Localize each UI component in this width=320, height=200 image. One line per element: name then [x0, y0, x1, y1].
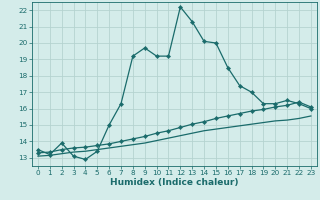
X-axis label: Humidex (Indice chaleur): Humidex (Indice chaleur): [110, 178, 239, 187]
